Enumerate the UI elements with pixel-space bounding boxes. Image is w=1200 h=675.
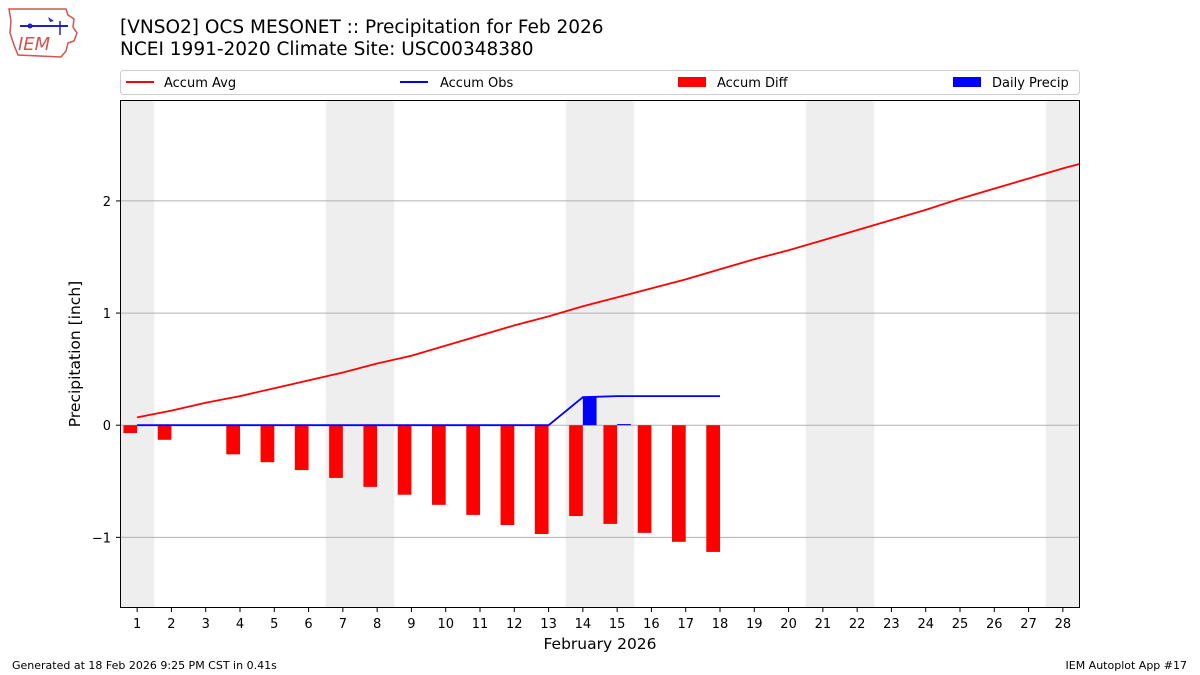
legend-label-daily-precip: Daily Precip [992,76,1069,91]
accum-diff-bar [363,425,378,487]
legend-frame [120,70,1080,95]
x-tick-label: 3 [202,617,210,632]
weekend-band [565,100,635,608]
accum-diff-bar [500,425,515,526]
accum-diff-bar [226,425,240,455]
legend-label-accum-avg: Accum Avg [164,76,236,91]
accum-diff-bar [329,425,343,478]
accum-diff-bar [432,425,446,505]
chart-subtitle: NCEI 1991-2020 Climate Site: USC00348380 [120,39,534,60]
x-tick-label: 22 [849,617,866,632]
x-tick-label: 5 [270,617,278,632]
x-tick-label: 6 [304,617,312,632]
legend-swatch-accum-diff [678,77,706,87]
x-tick-label: 16 [643,617,660,632]
accum-diff-bar [397,425,412,495]
x-tick-label: 25 [952,617,969,632]
x-tick-label: 18 [712,617,729,632]
x-tick-label: 9 [407,617,415,632]
lines [136,163,1081,427]
y-tick-label: −1 [92,531,111,546]
accum-diff-bar [603,425,618,524]
y-axis-label: Precipitation [inch] [66,281,84,427]
app-note: IEM Autoplot App #17 [1065,659,1188,672]
weekend-band [325,100,395,608]
accum-diff-bar [706,425,720,552]
weekend-band [120,100,155,608]
x-tick-label: 11 [472,617,489,632]
legend-label-accum-obs: Accum Obs [440,76,513,91]
x-tick-label: 4 [236,617,244,632]
weekend-band [805,100,875,608]
x-axis-label: February 2026 [543,635,656,653]
generated-note: Generated at 18 Feb 2026 9:25 PM CST in … [12,659,277,672]
daily-precip-bar [617,424,631,426]
accum-diff-bar [672,425,686,542]
accum-avg-line [136,163,1081,419]
x-tick-label: 19 [746,617,763,632]
plot-frame [120,100,1080,608]
x-tick-label: 27 [1020,617,1037,632]
accum-diff-bar [637,425,652,533]
x-tick-label: 14 [575,617,592,632]
accum-diff-bar [260,425,275,463]
x-tick-label: 8 [373,617,381,632]
accum-diff-bar [294,425,309,471]
weekend-band [1045,100,1080,608]
legend-label-accum-diff: Accum Diff [717,76,789,91]
legend: Accum Avg Accum Obs Accum Diff Daily Precip [120,70,1080,95]
x-tick-label: 1 [133,617,141,632]
x-tick-label: 24 [917,617,934,632]
weekend-shading [120,100,1080,608]
accum-diff-bar [157,425,172,440]
bars [123,397,720,552]
x-tick-label: 7 [339,617,347,632]
x-tick-label: 17 [677,617,694,632]
y-tick-label: 2 [103,195,111,210]
x-tick-label: 20 [780,617,797,632]
iem-logo: IEM [8,8,78,58]
y-tick-label: 0 [103,419,111,434]
accum-diff-bar [534,425,549,534]
chart-title: [VNSO2] OCS MESONET :: Precipitation for… [120,17,604,38]
x-tick-label: 13 [540,617,557,632]
y-tick-label: 1 [103,307,111,322]
daily-precip-bar [582,397,597,426]
accum-diff-bar [569,425,583,517]
x-tick-label: 15 [609,617,626,632]
x-tick-label: 23 [883,617,900,632]
x-tick-label: 10 [437,617,454,632]
accum-diff-bar [123,425,138,434]
x-tick-label: 12 [506,617,523,632]
x-tick-label: 26 [986,617,1003,632]
accum-obs-line [137,395,720,427]
accum-diff-bar [466,425,480,515]
legend-swatch-daily-precip [953,77,981,87]
x-tick-label: 28 [1055,617,1072,632]
logo-text: IEM [18,34,51,55]
x-tick-label: 2 [167,617,175,632]
x-tick-label: 21 [815,617,832,632]
